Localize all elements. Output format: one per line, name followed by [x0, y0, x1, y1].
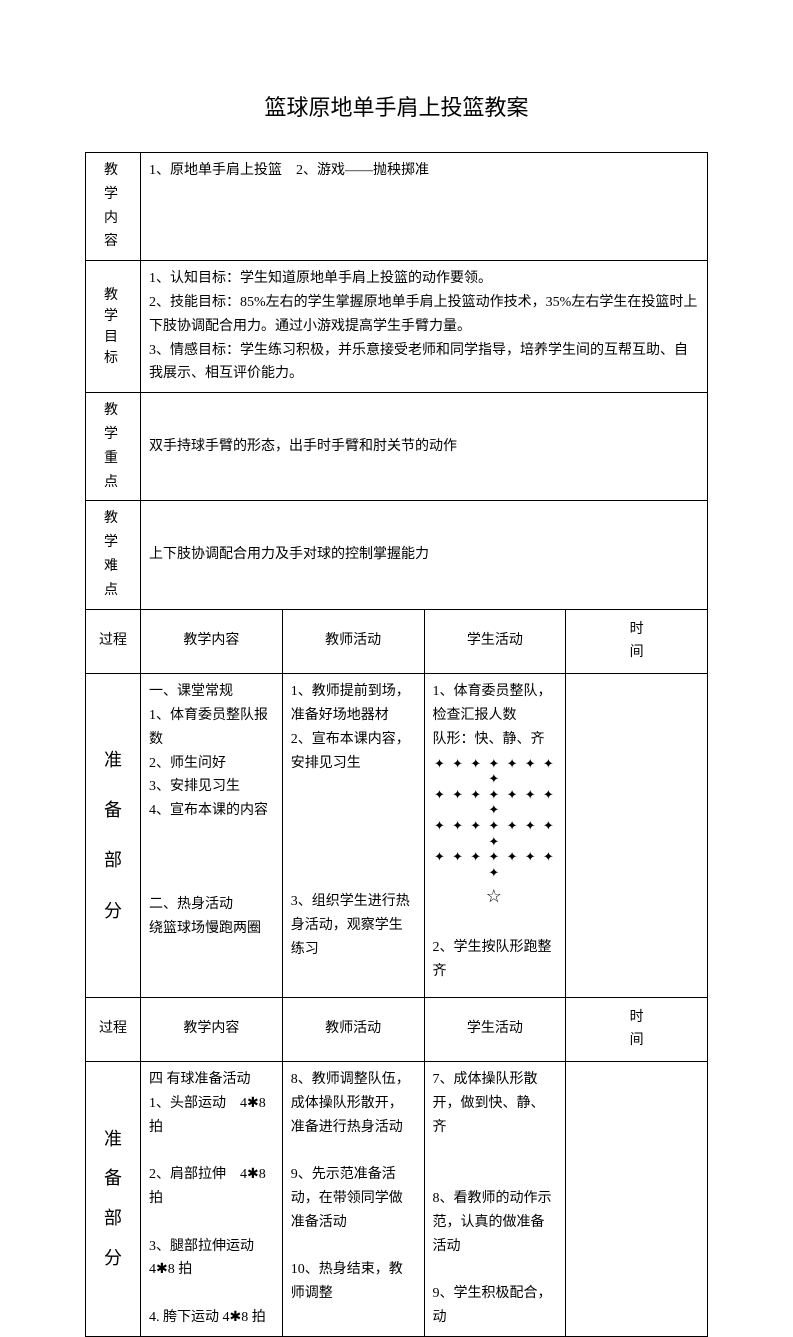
prep1-student-top: 1、体育委员整队，检查汇报人数 队形：快、静、齐	[433, 680, 558, 751]
row-target: 教 学 目 标 1、认知目标：学生知道原地单手肩上投篮的动作要领。 2、技能目标…	[86, 261, 708, 393]
formation-row: ✦ ✦ ✦ ✦ ✦ ✦ ✦ ✦	[433, 849, 558, 880]
prep1-student: 1、体育委员整队，检查汇报人数 队形：快、静、齐 ✦ ✦ ✦ ✦ ✦ ✦ ✦ ✦…	[424, 674, 566, 997]
v-char: 部	[94, 835, 132, 885]
hdr-student: 学生活动	[424, 609, 566, 674]
formation-row: ✦ ✦ ✦ ✦ ✦ ✦ ✦ ✦	[433, 787, 558, 818]
v-char: 备	[94, 785, 132, 835]
hdr-content-2: 教学内容	[141, 997, 283, 1062]
target-line1: 1、认知目标：学生知道原地单手肩上投篮的动作要领。	[149, 267, 699, 291]
label-target: 教 学 目 标	[86, 261, 141, 393]
cell-content: 1、原地单手肩上投篮 2、游戏——抛秧掷准	[141, 153, 708, 261]
label-keypoint: 教 学 重 点	[86, 393, 141, 501]
hdr-time-2: 时 间	[566, 997, 708, 1062]
hdr-process: 过程	[86, 609, 141, 674]
cell-difficulty: 上下肢协调配合用力及手对球的控制掌握能力	[141, 501, 708, 609]
label-prep1: 准 备 部 分	[86, 674, 141, 997]
v-char: 准	[94, 735, 132, 785]
target-line2: 2、技能目标：85%左右的学生掌握原地单手肩上投篮动作技术，35%左右学生在投篮…	[149, 291, 699, 339]
row-keypoint: 教 学 重 点 双手持球手臂的形态，出手时手臂和肘关节的动作	[86, 393, 708, 501]
v-char: 备	[94, 1159, 132, 1199]
prep1-teacher: 1、教师提前到场，准备好场地器材 2、宣布本课内容，安排见习生 3、组织学生进行…	[282, 674, 424, 997]
prep2-teacher: 8、教师调整队伍，成体操队形散开，准备进行热身活动 9、先示范准备活动，在带领同…	[282, 1062, 424, 1337]
table-header-1: 过程 教学内容 教师活动 学生活动 时 间	[86, 609, 708, 674]
prep1-time	[566, 674, 708, 997]
formation-row: ✦ ✦ ✦ ✦ ✦ ✦ ✦ ✦	[433, 756, 558, 787]
hdr-teacher-2: 教师活动	[282, 997, 424, 1062]
hdr-time: 时 间	[566, 609, 708, 674]
label-prep2: 准 备 部 分	[86, 1062, 141, 1337]
prep1-teacher-bottom: 3、组织学生进行热身活动，观察学生练习	[291, 890, 416, 961]
table-header-2: 过程 教学内容 教师活动 学生活动 时 间	[86, 997, 708, 1062]
page-title: 篮球原地单手肩上投篮教案	[85, 90, 708, 122]
hdr-teacher: 教师活动	[282, 609, 424, 674]
hdr-student-2: 学生活动	[424, 997, 566, 1062]
prep2-time	[566, 1062, 708, 1337]
v-char: 部	[94, 1199, 132, 1239]
v-char: 分	[94, 886, 132, 936]
lesson-plan-table: 教 学 内 容 1、原地单手肩上投篮 2、游戏——抛秧掷准 教 学 目 标 1、…	[85, 152, 708, 1337]
v-char: 分	[94, 1239, 132, 1279]
target-line3: 3、情感目标：学生练习积极，并乐意接受老师和同学指导，培养学生间的互帮互助、自我…	[149, 339, 699, 387]
row-prep2: 准 备 部 分 四 有球准备活动 1、头部运动 4✱8 拍 2、肩部拉伸 4✱8…	[86, 1062, 708, 1337]
hdr-process-2: 过程	[86, 997, 141, 1062]
label-difficulty: 教 学 难 点	[86, 501, 141, 609]
row-prep1: 准 备 部 分 一、课堂常规 1、体育委员整队报数 2、师生问好 3、安排见习生…	[86, 674, 708, 997]
prep1-student-bottom: 2、学生按队形跑整齐	[433, 936, 558, 984]
row-difficulty: 教 学 难 点 上下肢协调配合用力及手对球的控制掌握能力	[86, 501, 708, 609]
row-content: 教 学 内 容 1、原地单手肩上投篮 2、游戏——抛秧掷准	[86, 153, 708, 261]
prep2-student: 7、成体操队形散开，做到快、静、齐 8、看教师的动作示范，认真的做准备活动 9、…	[424, 1062, 566, 1337]
hdr-content: 教学内容	[141, 609, 283, 674]
prep1-content-top: 一、课堂常规 1、体育委员整队报数 2、师生问好 3、安排见习生 4、宣布本课的…	[149, 680, 274, 823]
prep1-teacher-top: 1、教师提前到场，准备好场地器材 2、宣布本课内容，安排见习生	[291, 680, 416, 775]
cell-keypoint: 双手持球手臂的形态，出手时手臂和肘关节的动作	[141, 393, 708, 501]
v-char: 准	[94, 1120, 132, 1160]
formation-star-icon: ☆	[433, 886, 558, 908]
formation-diagram: ✦ ✦ ✦ ✦ ✦ ✦ ✦ ✦ ✦ ✦ ✦ ✦ ✦ ✦ ✦ ✦ ✦ ✦ ✦ ✦ …	[433, 756, 558, 908]
label-content: 教 学 内 容	[86, 153, 141, 261]
prep1-content: 一、课堂常规 1、体育委员整队报数 2、师生问好 3、安排见习生 4、宣布本课的…	[141, 674, 283, 997]
formation-row: ✦ ✦ ✦ ✦ ✦ ✦ ✦ ✦	[433, 818, 558, 849]
prep2-content: 四 有球准备活动 1、头部运动 4✱8 拍 2、肩部拉伸 4✱8 拍 3、腿部拉…	[141, 1062, 283, 1337]
cell-target: 1、认知目标：学生知道原地单手肩上投篮的动作要领。 2、技能目标：85%左右的学…	[141, 261, 708, 393]
prep1-content-bottom: 二、热身活动 绕篮球场慢跑两圈	[149, 893, 274, 941]
